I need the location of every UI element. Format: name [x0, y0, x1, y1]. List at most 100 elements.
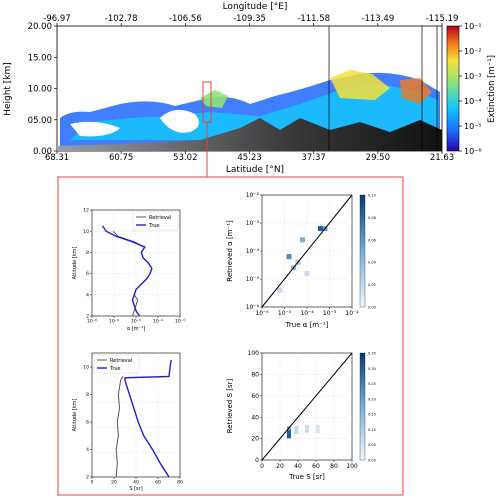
profile-S-panel: 0 20 40 60 80 2 4 6 8 10 S [sr] Altitude [km] Ret…	[72, 352, 183, 492]
scatter-S-colorbar-tick-label: 0.30	[368, 367, 376, 371]
profile-alpha-y-label: Altitude [km]	[72, 247, 78, 280]
profile-S-y-tick-label: 6	[86, 420, 89, 426]
curtain-top-tick-label: -106.56	[169, 14, 202, 24]
scatter-alpha-y-tick-label: 10⁻⁴	[246, 248, 260, 255]
scatter-alpha-colorbar-tick-label: 0.10	[368, 194, 376, 198]
profile-alpha-x-tick-label: 10⁻⁸	[87, 319, 97, 325]
profile-S-legend-retrieval: Retrieval	[110, 358, 132, 364]
profile-S-x-tick-label: 80	[177, 480, 183, 486]
curtain-colorbar-tick-label: 10⁻³	[464, 72, 482, 81]
profile-alpha-y-tick-label: 4	[86, 292, 89, 298]
profile-alpha-x-tick-label: 10⁻⁴	[153, 319, 163, 325]
scatter-S-y-tick-label: 100	[248, 350, 260, 357]
curtain-x-tick-label: 45.23	[237, 153, 261, 163]
scatter-alpha-colorbar	[359, 194, 366, 308]
scatter-S-y-label: Retrieved S [sr]	[226, 378, 234, 433]
profile-S-y-tick-label: 8	[86, 392, 89, 398]
profile-S-x-tick-label: 40	[133, 480, 139, 486]
scatter-alpha-colorbar-tick-label: 0.08	[368, 216, 376, 220]
profile-alpha-legend: Retrieval True	[132, 211, 179, 231]
scatter-alpha-colorbar-tick-label: 0.06	[368, 238, 376, 242]
scatter-alpha-x-tick-label: 10⁻⁶	[255, 310, 269, 317]
scatter-S-colorbar-tick-label: 0.10	[368, 428, 376, 432]
scatter-S-x-tick-label: 60	[312, 463, 320, 470]
scatter-alpha-y-tick-label: 10⁻²	[246, 192, 260, 199]
curtain-cloud-core-2	[400, 78, 432, 104]
profile-S-series-retrieval	[115, 376, 124, 478]
curtain-y-tick-label: 20.00	[28, 22, 52, 32]
curtain-top-ticks: -96.97 -102.78 -106.56 -109.35 -111.58 -113.4…	[43, 14, 458, 26]
scatter-alpha-x-tick-label: 10⁻³	[323, 310, 337, 317]
profile-alpha-x-label: α [m⁻¹]	[127, 326, 145, 332]
scatter-alpha-colorbar-tick-label: 0.02	[368, 283, 376, 287]
curtain-y-tick-label: 05.00	[28, 116, 52, 126]
scatter-alpha-cell	[318, 226, 323, 232]
curtain-cloud-core	[330, 70, 390, 100]
curtain-x-ticks: 68.31 60.75 53.02 45.23 37.37 29.50 21.63	[45, 151, 454, 163]
curtain-x-tick-label: 60.75	[109, 153, 133, 163]
scatter-S-colorbar-tick-label: 0.35	[368, 352, 376, 356]
curtain-x-label: Latitude [°N]	[226, 165, 284, 175]
scatter-S-panel: 0 20 40 60 80 100 0 20 40 60 80 100 True S [sr] Ret…	[226, 350, 376, 481]
scatter-alpha-colorbar-tick-label: 0.04	[368, 261, 377, 265]
curtain-colorbar-tick-label: 10⁻¹	[464, 22, 482, 31]
curtain-y-tick-label: 10.00	[28, 85, 52, 95]
curtain-clear-gap-2	[70, 121, 120, 137]
scatter-S-y-tick-label: 40	[251, 414, 259, 421]
profile-S-y-tick-label: 4	[86, 447, 89, 453]
scatter-S-colorbar-tick-label: 0.00	[368, 459, 376, 463]
profile-alpha-y-tick-label: 10	[83, 229, 89, 235]
profile-S-y-label: Altitude [km]	[72, 399, 78, 432]
profile-alpha-series-true	[101, 225, 153, 317]
curtain-top-tick-label: -102.78	[105, 14, 138, 24]
curtain-cloud-core-3	[200, 90, 228, 108]
scatter-S-y-tick-label: 60	[251, 393, 259, 400]
curtain-top-tick-label: -109.35	[233, 14, 266, 24]
scatter-alpha-y-tick-label: 10⁻³	[246, 220, 260, 227]
profile-alpha-panel: 10⁻⁸ 10⁻⁶ 10⁻⁵ 10⁻⁴ 10⁻³ 2 4 6 8 10 12 α [m⁻¹] Alt…	[72, 208, 185, 332]
curtain-top-axis-label: Longitude [°E]	[223, 2, 288, 12]
profile-alpha-y-tick-label: 2	[86, 314, 89, 320]
scatter-S-cell	[294, 426, 299, 435]
profile-S-y-tick-label: 10	[83, 365, 89, 371]
scatter-S-colorbar-tick-label: 0.05	[368, 443, 376, 447]
profile-S-x-label: S [sr]	[129, 486, 142, 492]
scatter-alpha-cell	[277, 287, 283, 293]
scatter-S-colorbar-tick-label: 0.25	[368, 382, 376, 386]
profile-S-x-tick-label: 20	[111, 480, 117, 486]
curtain-plot-area	[56, 25, 443, 152]
profile-alpha-x-tick-label: 10⁻³	[175, 319, 185, 325]
scatter-S-y-tick-label: 0	[255, 457, 259, 464]
scatter-alpha-cell	[304, 270, 310, 276]
scatter-alpha-cell	[300, 237, 305, 243]
profile-alpha-y-tick-label: 6	[86, 271, 89, 277]
scatter-S-x-tick-label: 0	[260, 463, 264, 470]
curtain-colorbar-tick-label: 10⁻⁶	[464, 147, 482, 156]
scatter-S-colorbar-tick-label: 0.20	[368, 397, 376, 401]
profile-alpha-legend-true: True	[148, 223, 160, 229]
scatter-S-x-tick-label: 100	[346, 463, 358, 470]
curtain-y-ticks: 0.00 05.00 10.00 15.00 20.00	[28, 22, 57, 157]
profile-S-x-tick-label: 60	[155, 480, 161, 486]
scatter-alpha-panel: 10⁻⁶ 10⁻⁵ 10⁻⁴ 10⁻³ 10⁻² 10⁻⁶ 10⁻⁵ 10⁻⁴ 10⁻³ 10⁻²…	[226, 192, 377, 329]
curtain-y-tick-label: 0.00	[33, 147, 52, 157]
curtain-top-tick-label: -115.19	[426, 14, 459, 24]
scatter-alpha-y-tick-label: 10⁻⁵	[246, 276, 260, 283]
curtain-panel: Longitude [°E] -96.97 -102.78 -106.56 -109.…	[3, 2, 497, 175]
profile-S-x-tick-label: 0	[91, 480, 94, 486]
profile-alpha-y-tick-label: 12	[83, 208, 89, 214]
profile-alpha-legend-retrieval: Retrieval	[149, 215, 171, 221]
curtain-x-tick-label: 37.37	[301, 153, 325, 163]
curtain-y-label: Height [km]	[3, 62, 13, 116]
profile-alpha-y-tick-label: 8	[86, 250, 89, 256]
curtain-colorbar-label: Extinction [m⁻¹]	[487, 55, 497, 123]
curtain-x-tick-label: 29.50	[366, 153, 390, 163]
scatter-alpha-x-tick-label: 10⁻²	[345, 310, 359, 317]
scatter-S-cell	[305, 424, 309, 433]
profile-S-series-true	[124, 359, 172, 478]
scatter-S-colorbar	[359, 352, 366, 461]
scatter-S-x-tick-label: 40	[294, 463, 302, 470]
curtain-clear-gap	[160, 109, 199, 133]
scatter-alpha-colorbar-tick-label: 0.00	[368, 306, 376, 310]
